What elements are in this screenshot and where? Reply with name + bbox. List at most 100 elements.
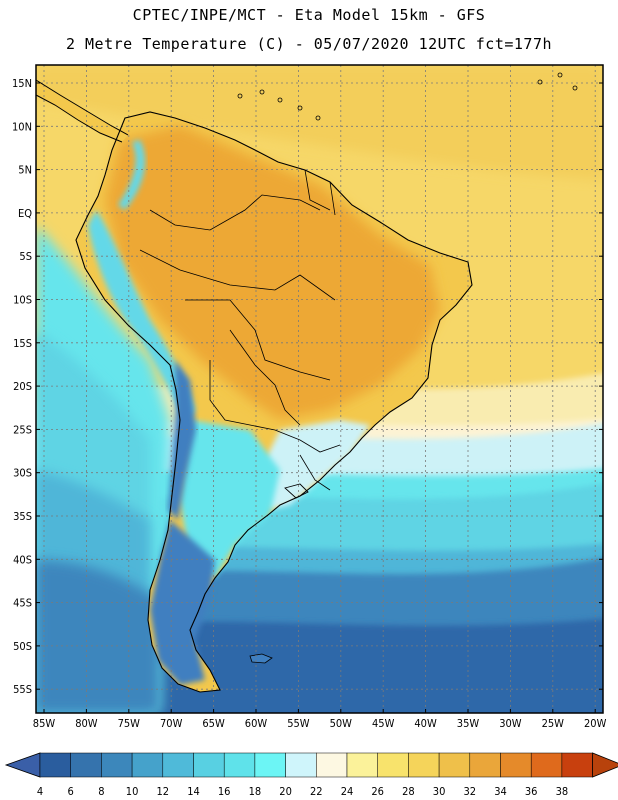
longitude-label: 70W <box>160 717 183 730</box>
colorbar-label: 16 <box>218 785 231 798</box>
colorbar-label: 22 <box>310 785 323 798</box>
colorbar-label: 32 <box>464 785 477 798</box>
latitude-label: 55S <box>13 683 32 696</box>
latitude-label: 5S <box>19 250 32 263</box>
colorbar-swatch <box>101 752 133 778</box>
colorbar-label: 26 <box>371 785 384 798</box>
latitude-label: 20S <box>13 380 32 393</box>
longitude-label: 75W <box>118 717 141 730</box>
andes-high-peaks <box>168 360 196 520</box>
coastlines-and-borders <box>36 72 578 693</box>
latitude-label: 25S <box>13 423 32 436</box>
country-border <box>209 360 276 431</box>
country-border <box>139 249 336 301</box>
temperature-colorbar: 4 6 8 10 12 14 16 18 20 22 24 26 28 30 32 34 36 38 <box>4 752 618 798</box>
falkland-islands <box>249 653 273 664</box>
colorbar-label: 30 <box>433 785 446 798</box>
latitude-axis: 15N 10N 5N EQ 5S 10S 15S 20S 25S 30S 35S 40S 45S 50S 5… <box>12 77 603 696</box>
longitude-label: 20W <box>584 717 607 730</box>
central-argentina <box>180 420 280 578</box>
colorbar-label: 18 <box>249 785 262 798</box>
latitude-label: 15S <box>13 337 32 350</box>
country-border <box>299 454 331 491</box>
caribbean-island <box>315 115 321 121</box>
latitude-label: 45S <box>13 597 32 610</box>
longitude-label: 80W <box>75 717 98 730</box>
latitude-label: 35S <box>13 510 32 523</box>
longitude-axis: 85W 80W 75W 70W 65W 60W 55W 50W 45W 40W 35W 30W 25W 2… <box>33 709 607 730</box>
lagoa-dos-patos-lake <box>284 483 309 499</box>
colorbar-swatch <box>438 752 471 778</box>
latitude-label: 40S <box>13 553 32 566</box>
latitude-label: 5N <box>18 164 32 177</box>
caribbean-island <box>297 105 303 111</box>
country-border <box>274 429 341 453</box>
map-frame <box>35 64 604 714</box>
longitude-label: 50W <box>330 717 353 730</box>
longitude-label: 65W <box>202 717 225 730</box>
country-border <box>229 329 301 426</box>
longitude-label: 40W <box>414 717 437 730</box>
colorbar-swatch <box>285 752 317 778</box>
map-title: CPTEC/INPE/MCT - Eta Model 15km - GFS <box>132 6 486 24</box>
longitude-label: 85W <box>33 717 56 730</box>
caribbean-island <box>557 72 563 78</box>
longitude-label: 25W <box>542 717 565 730</box>
colorbar-label: 20 <box>279 785 292 798</box>
colorbar-label: 24 <box>341 785 354 798</box>
country-border <box>149 194 321 231</box>
country-border <box>185 299 331 381</box>
caribbean-island <box>277 97 283 103</box>
colorbar-swatch <box>316 752 348 778</box>
longitude-label: 35W <box>457 717 480 730</box>
longitude-label: 30W <box>499 717 522 730</box>
colorbar-swatch <box>131 752 164 778</box>
map-subtitle: 2 Metre Temperature (C) - 05/07/2020 12U… <box>65 35 553 53</box>
country-border <box>304 169 336 216</box>
colorbar-swatch <box>469 752 501 778</box>
colorbar-swatch <box>193 752 225 778</box>
colorbar-swatch <box>70 752 102 778</box>
andes-mountains <box>88 210 195 425</box>
longitude-label: 60W <box>245 717 268 730</box>
colorbar-swatch <box>346 752 378 778</box>
caribbean-island <box>572 85 578 91</box>
latitude-label: 50S <box>13 640 32 653</box>
colorbar-label: 6 <box>68 785 74 798</box>
northern-andes <box>118 140 145 210</box>
central-america-land <box>36 80 128 142</box>
pacific-cool-water <box>36 560 160 713</box>
colorbar-swatch <box>162 752 194 778</box>
central-america-coastline <box>36 79 129 143</box>
longitude-label: 55W <box>287 717 310 730</box>
longitude-label: 45W <box>372 717 395 730</box>
colorbar-label: 34 <box>494 785 507 798</box>
caribbean-island <box>259 89 265 95</box>
colorbar-swatch <box>500 752 532 778</box>
tropical-warm-water <box>36 65 603 180</box>
colorbar-swatch <box>530 752 563 778</box>
colorbar-swatch <box>223 752 256 778</box>
hot-interior <box>105 125 440 420</box>
latitude-label: 10N <box>12 120 32 133</box>
graticule-grid <box>36 65 603 713</box>
colorbar-label: 14 <box>187 785 200 798</box>
colorbar-over-arrow <box>592 752 618 778</box>
colorbar-swatch <box>39 752 71 778</box>
latitude-label: 10S <box>13 294 32 307</box>
south-america-coastline <box>75 111 473 693</box>
latitude-label: 15N <box>12 77 32 90</box>
land-temperature-field <box>36 80 472 692</box>
colorbar-swatch <box>561 752 593 778</box>
colorbar-under-arrow <box>4 752 41 778</box>
colorbar-label: 36 <box>525 785 538 798</box>
colorbar-swatch <box>408 752 440 778</box>
caribbean-island <box>537 79 543 85</box>
colorbar-label: 28 <box>402 785 415 798</box>
colorbar-label: 12 <box>157 785 170 798</box>
colorbar-label: 4 <box>37 785 43 798</box>
latitude-label: 30S <box>13 467 32 480</box>
colorbar-swatch <box>254 752 286 778</box>
colorbar-label: 38 <box>556 785 569 798</box>
